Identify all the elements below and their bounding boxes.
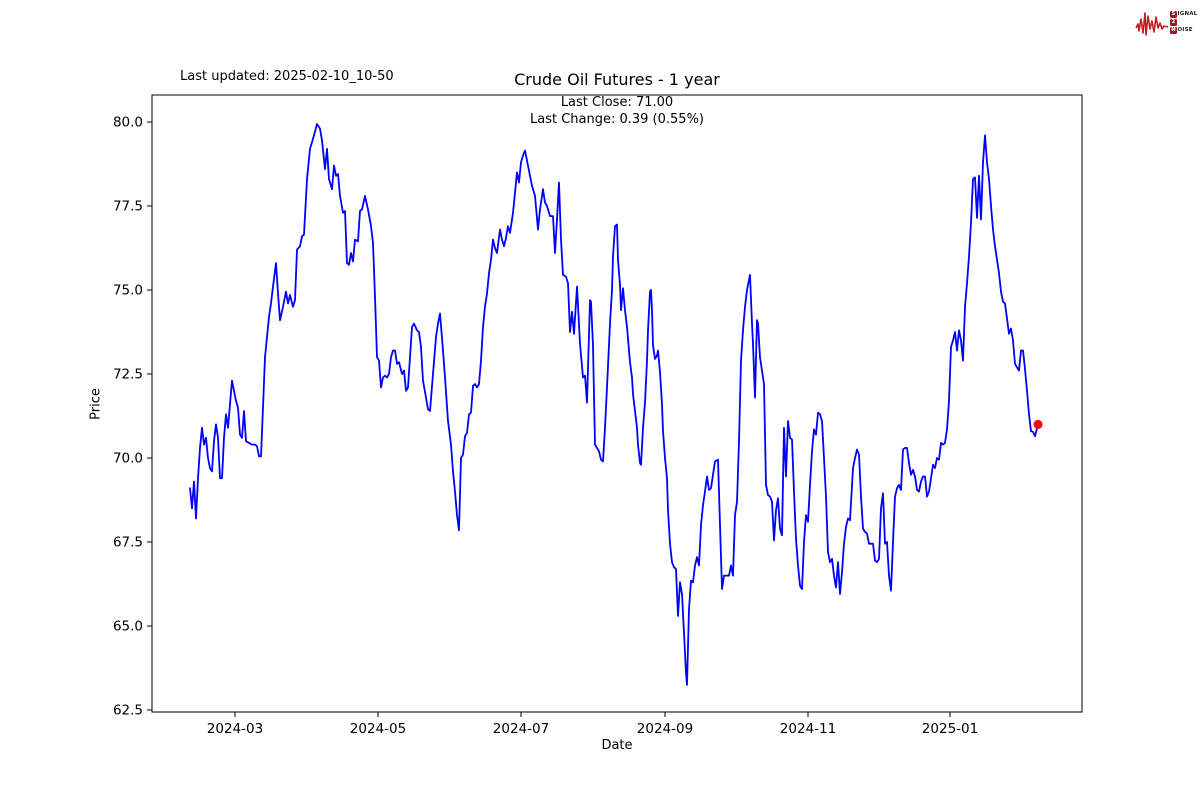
last-price-marker bbox=[1033, 419, 1043, 429]
last-change-annotation: Last Change: 0.39 (0.55%) bbox=[529, 112, 704, 127]
x-tick-label: 2024-07 bbox=[493, 721, 549, 737]
y-tick-label: 77.5 bbox=[113, 199, 143, 215]
chart-title: Crude Oil Futures - 1 year bbox=[514, 70, 720, 89]
x-tick-label: 2025-01 bbox=[922, 721, 978, 737]
y-tick-label: 62.5 bbox=[113, 703, 143, 719]
y-tick-label: 70.0 bbox=[113, 451, 143, 467]
price-line bbox=[189, 123, 1039, 686]
waveform-path bbox=[1135, 12, 1169, 36]
logo-badge-n: N bbox=[1170, 26, 1177, 34]
x-tick-label: 2024-09 bbox=[637, 721, 693, 737]
y-tick-label: 80.0 bbox=[113, 115, 143, 131]
y-tick-label: 65.0 bbox=[113, 619, 143, 635]
x-tick-label: 2024-11 bbox=[780, 721, 836, 737]
logo-row-2: 2 bbox=[1170, 18, 1197, 26]
logo-badge-s: S bbox=[1170, 10, 1177, 18]
logo-row-noise: N OISE bbox=[1170, 26, 1197, 34]
logo-badge-2: 2 bbox=[1170, 18, 1177, 26]
y-tick-label: 67.5 bbox=[113, 535, 143, 551]
x-tick-label: 2024-05 bbox=[350, 721, 406, 737]
y-tick-label: 72.5 bbox=[113, 367, 143, 383]
signal2noise-logo: S IGNAL 2 N OISE bbox=[1135, 6, 1197, 38]
logo-rest-oise: OISE bbox=[1177, 26, 1193, 33]
logo-row-signal: S IGNAL bbox=[1170, 10, 1198, 18]
last-updated-text: Last updated: 2025-02-10_10-50 bbox=[180, 69, 394, 84]
logo-rest-ignal: IGNAL bbox=[1177, 10, 1198, 17]
x-axis-label: Date bbox=[601, 738, 633, 753]
plot-border bbox=[151, 94, 1083, 713]
waveform-icon bbox=[1135, 12, 1169, 36]
last-close-annotation: Last Close: 71.00 bbox=[560, 95, 674, 110]
x-tick-label: 2024-03 bbox=[207, 721, 263, 737]
y-tick-label: 75.0 bbox=[113, 283, 143, 299]
logo-text: S IGNAL 2 N OISE bbox=[1170, 10, 1198, 34]
y-axis-label: Price bbox=[88, 388, 104, 420]
